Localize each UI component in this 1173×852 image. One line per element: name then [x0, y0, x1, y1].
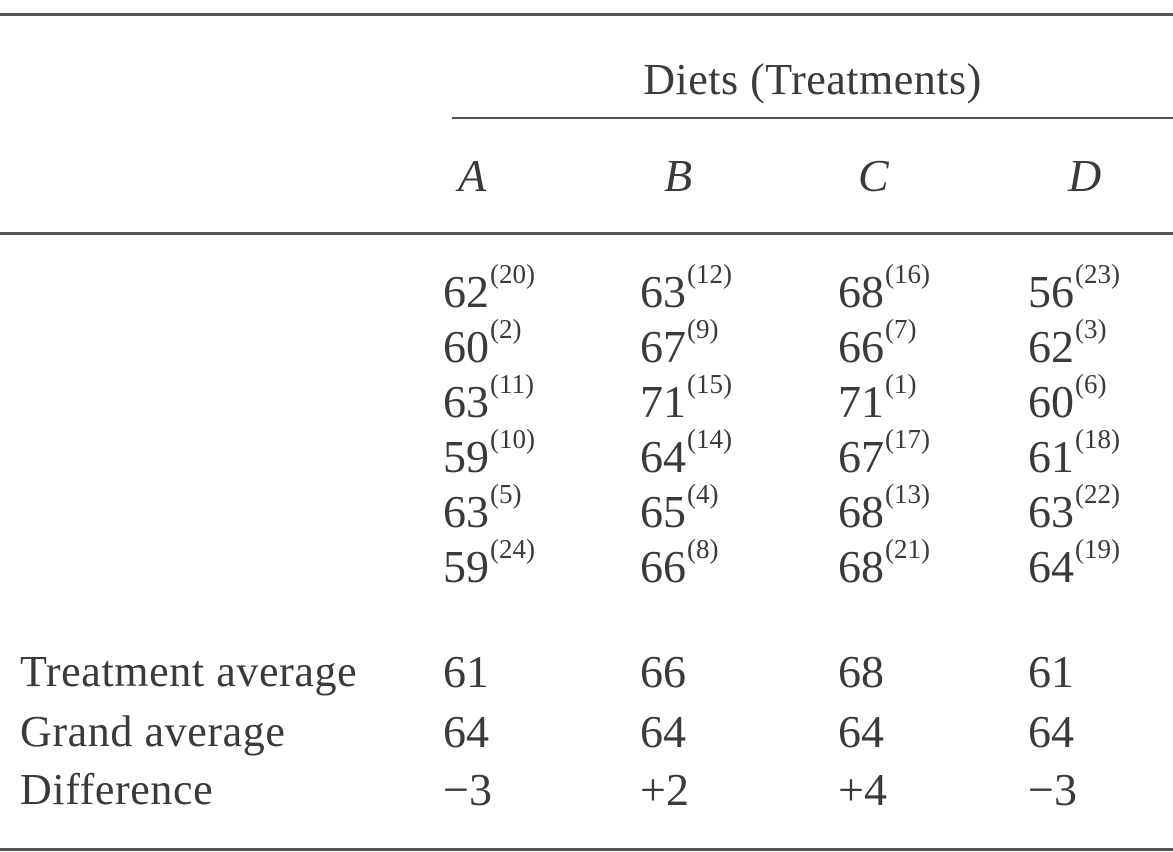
difference-a: −3: [443, 764, 492, 815]
observation-value: 62: [1028, 321, 1074, 372]
observation-a-1: 62(20): [443, 259, 535, 318]
run-order-superscript: (22): [1075, 479, 1120, 509]
observation-value: 67: [838, 431, 884, 482]
observation-value: 71: [640, 376, 686, 427]
observation-a-6: 59(24): [443, 534, 535, 593]
observation-value: 60: [1028, 376, 1074, 427]
observation-d-3: 60(6): [1028, 369, 1106, 428]
observation-c-4: 67(17): [838, 424, 930, 483]
run-order-superscript: (14): [687, 424, 732, 454]
run-order-superscript: (18): [1075, 424, 1120, 454]
observation-d-5: 63(22): [1028, 479, 1120, 538]
observation-a-4: 59(10): [443, 424, 535, 483]
run-order-superscript: (4): [687, 479, 719, 509]
grand-average-b: 64: [640, 706, 686, 757]
row-label-treatment-average: Treatment average: [20, 647, 358, 696]
run-order-superscript: (8): [687, 534, 719, 564]
observation-a-3: 63(11): [443, 369, 534, 428]
observation-value: 62: [443, 266, 489, 317]
observation-c-6: 68(21): [838, 534, 930, 593]
observation-value: 64: [1028, 541, 1074, 592]
treatment-average-c: 68: [838, 646, 884, 697]
observation-value: 71: [838, 376, 884, 427]
observation-d-6: 64(19): [1028, 534, 1120, 593]
observation-value: 64: [640, 431, 686, 482]
run-order-superscript: (1): [885, 369, 917, 399]
column-header-d: D: [1068, 150, 1102, 201]
observation-d-1: 56(23): [1028, 259, 1120, 318]
observation-a-5: 63(5): [443, 479, 521, 538]
observation-value: 68: [838, 486, 884, 537]
run-order-superscript: (24): [490, 534, 535, 564]
run-order-superscript: (7): [885, 314, 917, 344]
observation-b-3: 71(15): [640, 369, 732, 428]
observation-c-3: 71(1): [838, 369, 916, 428]
observation-value: 59: [443, 431, 489, 482]
grand-average-a: 64: [443, 706, 489, 757]
column-header-b: B: [664, 150, 693, 201]
run-order-superscript: (3): [1075, 314, 1107, 344]
observation-b-2: 67(9): [640, 314, 718, 373]
run-order-superscript: (19): [1075, 534, 1120, 564]
observation-value: 66: [640, 541, 686, 592]
run-order-superscript: (23): [1075, 259, 1120, 289]
header-rule: [0, 232, 1173, 235]
observation-value: 60: [443, 321, 489, 372]
grand-average-c: 64: [838, 706, 884, 757]
difference-b: +2: [640, 764, 689, 815]
observation-b-4: 64(14): [640, 424, 732, 483]
observation-value: 68: [838, 541, 884, 592]
observation-d-2: 62(3): [1028, 314, 1106, 373]
run-order-superscript: (5): [490, 479, 522, 509]
observation-value: 65: [640, 486, 686, 537]
row-label-grand-average: Grand average: [20, 707, 286, 756]
top-rule: [0, 13, 1173, 16]
observation-value: 66: [838, 321, 884, 372]
run-order-superscript: (2): [490, 314, 522, 344]
difference-d: −3: [1028, 764, 1077, 815]
run-order-superscript: (13): [885, 479, 930, 509]
run-order-superscript: (20): [490, 259, 535, 289]
observation-value: 63: [443, 486, 489, 537]
bottom-rule: [0, 848, 1173, 851]
column-header-a: A: [458, 150, 487, 201]
treatment-average-d: 61: [1028, 646, 1074, 697]
run-order-superscript: (9): [687, 314, 719, 344]
observation-value: 68: [838, 266, 884, 317]
observation-d-4: 61(18): [1028, 424, 1120, 483]
treatment-average-b: 66: [640, 646, 686, 697]
column-header-c: C: [858, 150, 889, 201]
run-order-superscript: (6): [1075, 369, 1107, 399]
observation-value: 56: [1028, 266, 1074, 317]
difference-c: +4: [838, 764, 887, 815]
observation-value: 67: [640, 321, 686, 372]
run-order-superscript: (21): [885, 534, 930, 564]
observation-value: 63: [443, 376, 489, 427]
observation-value: 63: [640, 266, 686, 317]
group-header-rule: [452, 117, 1173, 119]
grand-average-d: 64: [1028, 706, 1074, 757]
observation-value: 61: [1028, 431, 1074, 482]
group-header: Diets (Treatments): [643, 55, 982, 104]
treatment-average-a: 61: [443, 646, 489, 697]
run-order-superscript: (15): [687, 369, 732, 399]
observation-b-1: 63(12): [640, 259, 732, 318]
observation-b-6: 66(8): [640, 534, 718, 593]
observation-c-2: 66(7): [838, 314, 916, 373]
run-order-superscript: (11): [490, 369, 534, 399]
observation-b-5: 65(4): [640, 479, 718, 538]
observation-c-1: 68(16): [838, 259, 930, 318]
run-order-superscript: (12): [687, 259, 732, 289]
observation-value: 59: [443, 541, 489, 592]
run-order-superscript: (10): [490, 424, 535, 454]
observation-a-2: 60(2): [443, 314, 521, 373]
run-order-superscript: (16): [885, 259, 930, 289]
observation-c-5: 68(13): [838, 479, 930, 538]
row-label-difference: Difference: [20, 765, 214, 814]
run-order-superscript: (17): [885, 424, 930, 454]
observation-value: 63: [1028, 486, 1074, 537]
